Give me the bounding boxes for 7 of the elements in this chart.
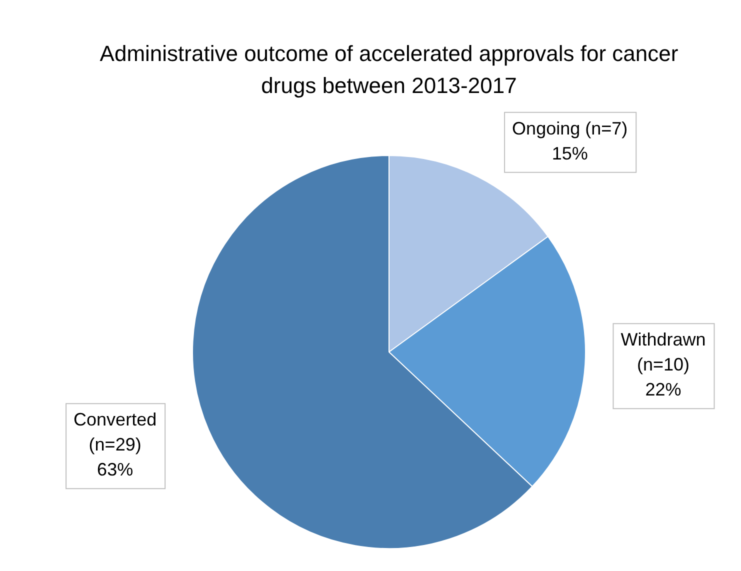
chart-title: Administrative outcome of accelerated approvals for cancer drugs between 2013-2017 [98,40,680,100]
slice-label: Ongoing (n=7) [512,118,628,138]
data-label: 15% [552,143,588,164]
slice-label: Withdrawn (n=10) [620,330,706,375]
data-label: 22% [645,380,682,400]
slice-label: Converted (n=29) [74,410,157,455]
data-label: 63% [97,460,134,480]
